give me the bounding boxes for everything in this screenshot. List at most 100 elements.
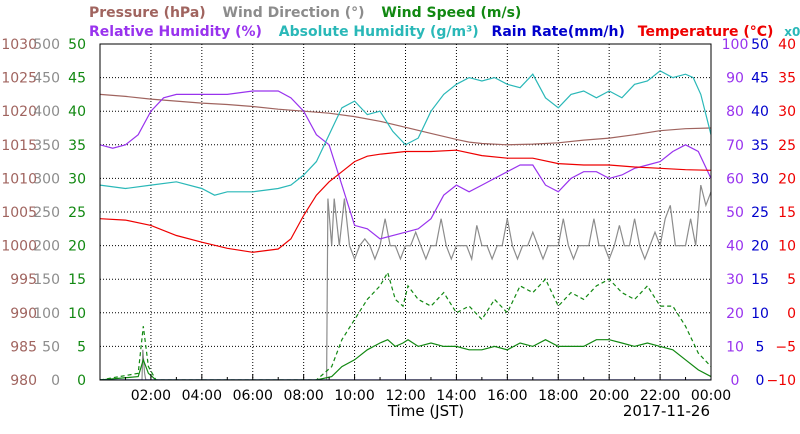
y-tick-label: 50 [726,205,744,221]
y-tick-label: −5 [775,339,796,355]
x-tick-label: 02:00 [131,388,171,404]
y-tick-label: 985 [10,339,37,355]
series-line [100,90,711,240]
y-tick-label: 40 [68,104,86,120]
y-tick-label: 35 [778,71,796,87]
series-line [100,93,711,146]
y-tick-label: 25 [778,138,796,154]
y-tick-label: 15 [68,272,86,288]
y-tick-label: 0 [756,373,765,389]
y-tick-label: 30 [778,104,796,120]
x-tick-label: 00:00 [691,388,731,404]
series-line [100,184,711,380]
y-tick-label: 10 [68,306,86,322]
y-tick-label: 5 [77,339,86,355]
y-tick-label: 400 [33,104,60,120]
y-tick-label: 40 [726,239,744,255]
y-tick-label: 0 [787,306,796,322]
y-tick-label: 20 [778,171,796,187]
title-line-1: Pressure (hPa) Wind Direction (°) Wind S… [89,5,521,21]
title-rain-rate: Rain Rate(mm/h) [492,24,625,40]
y-tick-label: 25 [751,205,769,221]
y-tick-label: 300 [33,171,60,187]
y-tick-label: 30 [68,171,86,187]
y-tick-label: −10 [766,373,796,389]
y-tick-label: 30 [751,171,769,187]
y-tick-label: 20 [751,239,769,255]
y-tick-label: 1025 [1,71,37,87]
title-line-2: Relative Humidity (%) Absolute Humidity … [89,24,800,40]
y-tick-label: 15 [751,272,769,288]
y-tick-label: 35 [68,138,86,154]
y-tick-label: 50 [42,339,60,355]
x-ticks: 02:00 04:00 06:00 08:00 10:00 12:00 14:00 16:00… [124,374,731,404]
y-tick-label: 100 [33,306,60,322]
y-tick-label: 10 [778,239,796,255]
x-tick-label: 20:00 [589,388,629,404]
y-tick-label: 1030 [1,37,37,53]
title-wind-direction: Wind Direction (°) [223,5,365,21]
y-tick-label: 10 [726,339,744,355]
y-tick-label: 50 [751,37,769,53]
y-tick-label: 15 [778,205,796,221]
y-tick-label: 200 [33,239,60,255]
x-tick-label: 06:00 [233,388,273,404]
title-multiplier: x0.1 [784,25,800,39]
y-tick-label: 1020 [1,104,37,120]
y-tick-label: 40 [751,104,769,120]
series-line [100,149,711,253]
y-tick-label: 10 [751,306,769,322]
y-tick-label: 40 [778,37,796,53]
y-tick-label: 100 [722,37,749,53]
y-tick-label: 0 [77,373,86,389]
x-tick-label: 16:00 [487,388,527,404]
y-tick-label: 45 [68,71,86,87]
x-tick-label: 08:00 [283,388,323,404]
title-wind-speed: Wind Speed (m/s) [381,5,521,21]
date-label: 2017-11-26 [623,402,710,420]
series-line [100,270,711,380]
series-line [100,338,711,380]
y-tick-label: 5 [787,272,796,288]
y-tick-label: 0 [731,373,740,389]
y-tick-label: 90 [726,71,744,87]
x-tick-label: 22:00 [640,388,680,404]
title-pressure: Pressure (hPa) [89,5,206,21]
x-tick-label: 04:00 [182,388,222,404]
y-tick-label: 1010 [1,171,37,187]
x-axis-label: Time (JST) [387,402,464,420]
y-tick-label: 500 [33,37,60,53]
y-tick-label: 150 [33,272,60,288]
x-tick-label: 10:00 [334,388,374,404]
y-tick-label: 70 [726,138,744,154]
y-tick-label: 0 [51,373,60,389]
y-tick-label: 980 [10,373,37,389]
series-line [100,70,711,196]
y-tick-label: 30 [726,272,744,288]
y-tick-label: 35 [751,138,769,154]
y-tick-label: 45 [751,71,769,87]
x-tick-label: 12:00 [385,388,425,404]
y-tick-label: 5 [756,339,765,355]
title-temperature: Temperature (°C) [638,24,774,40]
title-relative-humidity: Relative Humidity (%) [89,24,262,40]
y-tick-label: 80 [726,104,744,120]
y-tick-label: 450 [33,71,60,87]
title-absolute-humidity: Absolute Humidity (g/m³) [279,24,479,40]
series [100,70,711,380]
y-tick-label: 990 [10,306,37,322]
y-tick-label: 60 [726,171,744,187]
y-tick-label: 25 [68,205,86,221]
y-tick-label: 1005 [1,205,37,221]
y-tick-label: 20 [726,306,744,322]
y-tick-label: 350 [33,138,60,154]
axes: 9809859909951000100510101015102010251030… [1,37,796,389]
y-tick-label: 50 [68,37,86,53]
x-tick-label: 18:00 [538,388,578,404]
y-tick-label: 1000 [1,239,37,255]
y-tick-label: 20 [68,239,86,255]
y-tick-label: 1015 [1,138,37,154]
y-tick-label: 250 [33,205,60,221]
